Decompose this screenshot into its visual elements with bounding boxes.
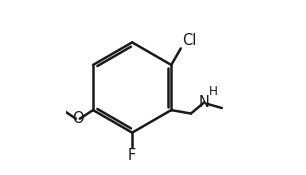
Text: F: F [128, 148, 136, 163]
Text: N: N [199, 95, 210, 110]
Text: Cl: Cl [182, 33, 196, 48]
Text: H: H [209, 85, 218, 97]
Text: O: O [72, 111, 84, 126]
